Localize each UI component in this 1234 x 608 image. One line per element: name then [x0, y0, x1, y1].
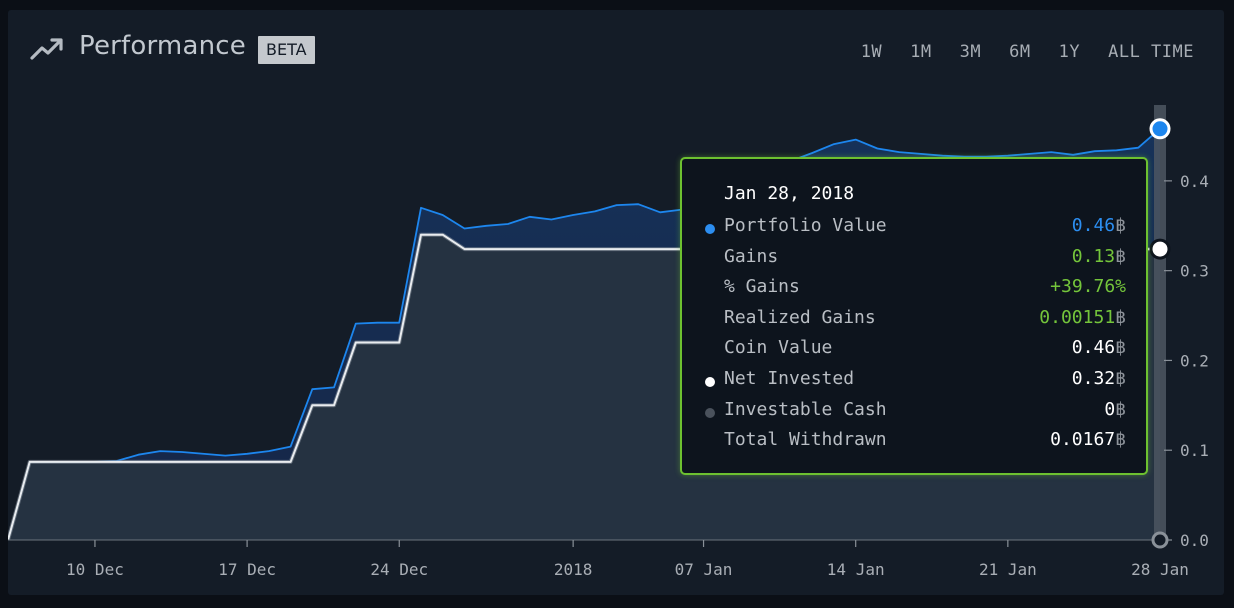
- x-axis-tick-label: 14 Jan: [827, 560, 885, 579]
- panel-header: Performance BETA 1W 1M 3M 6M 1Y ALL TIME: [8, 10, 1224, 90]
- net-invested-marker: [1149, 238, 1171, 260]
- tooltip-row: % Gains +39.76%: [682, 276, 1146, 306]
- tooltip-value-number: 0.13: [1071, 245, 1116, 267]
- series-dot-icon: [705, 377, 715, 387]
- tooltip-value-number: 0: [1104, 398, 1116, 420]
- time-range-selector: 1W 1M 3M 6M 1Y ALL TIME: [861, 42, 1194, 62]
- y-axis-tick-label: 0.0: [1180, 531, 1209, 550]
- tooltip-row-value: 0.00151฿: [1039, 307, 1126, 328]
- tooltip-value-number: 0.00151: [1039, 306, 1116, 328]
- y-axis-tick-label: 0.1: [1180, 441, 1209, 460]
- tooltip-date: Jan 28, 2018: [724, 183, 855, 204]
- tooltip-row: Coin Value 0.46฿: [682, 337, 1146, 367]
- tooltip-row-value: 0.13฿: [1072, 246, 1126, 267]
- trending-up-icon: [30, 38, 63, 60]
- x-axis-tick-label: 24 Dec: [370, 560, 428, 579]
- tooltip-value-number: 0.32: [1071, 368, 1116, 389]
- series-dot-icon: [705, 407, 715, 418]
- portfolio-value-marker: [1149, 118, 1171, 140]
- x-axis-tick-label: 21 Jan: [979, 560, 1037, 579]
- x-axis-tick-label: 10 Dec: [66, 560, 124, 579]
- currency-unit: ฿: [1115, 429, 1126, 451]
- tooltip-row-label: Realized Gains: [724, 306, 876, 328]
- x-axis-tick-label: 28 Jan: [1131, 560, 1189, 579]
- currency-unit: ฿: [1115, 368, 1126, 389]
- currency-unit: ฿: [1115, 337, 1126, 359]
- tooltip-row: Realized Gains 0.00151฿: [682, 307, 1146, 337]
- tooltip-row-label: Gains: [724, 245, 779, 267]
- y-axis-tick-label: 0.4: [1180, 172, 1209, 191]
- y-axis-tick-label: 0.3: [1180, 262, 1209, 281]
- x-axis-tick-label: 17 Dec: [218, 560, 276, 579]
- tooltip-row-value: 0฿: [1104, 399, 1126, 420]
- currency-unit: ฿: [1115, 215, 1126, 236]
- tooltip-row-label: Net Invested: [724, 368, 855, 389]
- beta-badge: BETA: [258, 36, 315, 64]
- tooltip-row: Gains 0.13฿: [682, 246, 1146, 276]
- currency-unit: ฿: [1115, 398, 1126, 420]
- range-1y-button[interactable]: 1Y: [1058, 42, 1081, 62]
- tooltip-value-number: 0.0167: [1050, 429, 1116, 451]
- net-invested-line: [8, 233, 1160, 541]
- portfolio-value-line: [8, 128, 1161, 541]
- tooltip-row-label: Coin Value: [724, 337, 833, 359]
- chart-tooltip: Jan 28, 2018 Portfolio Value 0.46฿ Gains 0.…: [680, 157, 1148, 475]
- page-title: Performance: [79, 31, 246, 61]
- range-6m-button[interactable]: 6M: [1009, 42, 1031, 62]
- tooltip-row: Total Withdrawn 0.0167฿: [682, 429, 1146, 459]
- range-1w-button[interactable]: 1W: [860, 42, 883, 62]
- tooltip-value-number: +39.76%: [1050, 276, 1126, 298]
- currency-unit: ฿: [1115, 245, 1126, 267]
- hover-cursor: [1154, 105, 1166, 540]
- tooltip-row-value: 0.46฿: [1072, 337, 1126, 358]
- investable-cash-marker: [1151, 531, 1169, 549]
- tooltip-row-label: Portfolio Value: [724, 215, 887, 236]
- tooltip-row: Investable Cash 0฿: [682, 399, 1146, 429]
- tooltip-value-number: 0.46: [1071, 337, 1116, 359]
- range-1m-button[interactable]: 1M: [910, 42, 932, 62]
- tooltip-row: Net Invested 0.32฿: [682, 368, 1146, 398]
- y-axis-tick-label: 0.2: [1180, 351, 1209, 370]
- performance-panel: 10 Dec 17 Dec 24 Dec 2018 07 Jan 14 Jan 21 Jan…: [8, 10, 1224, 595]
- x-axis-tick-label: 2018: [554, 560, 593, 579]
- tooltip-row-value: 0.0167฿: [1050, 429, 1126, 450]
- tooltip-value-number: 0.46: [1071, 215, 1116, 236]
- tooltip-row-value: 0.46฿: [1072, 215, 1126, 236]
- tooltip-row-label: Investable Cash: [724, 398, 887, 420]
- series-dot-icon: [705, 224, 715, 234]
- tooltip-row-label: Total Withdrawn: [724, 429, 887, 451]
- tooltip-row-label: % Gains: [724, 276, 800, 298]
- tooltip-row-value: +39.76%: [1050, 276, 1126, 297]
- currency-unit: ฿: [1115, 306, 1126, 328]
- range-all-time-button[interactable]: ALL TIME: [1108, 42, 1194, 62]
- tooltip-row: Portfolio Value 0.46฿: [682, 215, 1146, 245]
- range-3m-button[interactable]: 3M: [959, 42, 982, 62]
- x-axis-tick-label: 07 Jan: [675, 560, 733, 579]
- tooltip-row-value: 0.32฿: [1072, 368, 1126, 389]
